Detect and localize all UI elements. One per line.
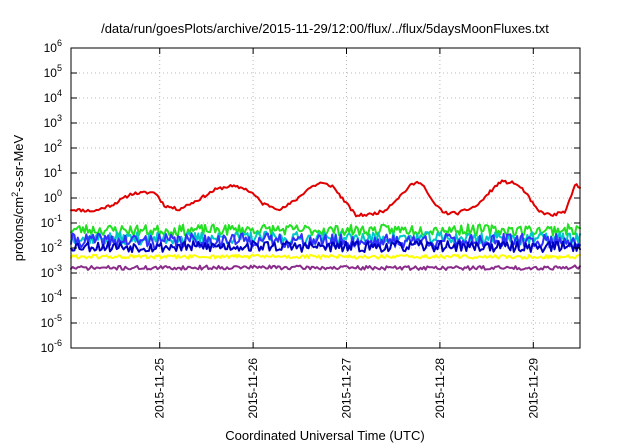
y-axis-label-base: protons/cm [11, 197, 26, 261]
y-tick-label: 10-3 [41, 263, 62, 280]
series-line [70, 239, 581, 254]
x-tick-labels: 2015-11-25 2015-11-26 2015-11-27 2015-11-28… [153, 358, 541, 419]
series-line [70, 179, 581, 218]
x-axis-label: Coordinated Universal Time (UTC) [225, 428, 424, 443]
tick-marks [71, 47, 580, 349]
y-tick-label-base: 10 [41, 316, 55, 330]
y-tick-label-base: 10 [41, 266, 55, 280]
y-tick-label-base: 10 [44, 191, 58, 205]
y-tick-labels: 10-610-510-410-310-210-11001011021031041… [41, 38, 62, 355]
y-tick-label-exp: 3 [57, 113, 62, 123]
y-axis-label-exp: 2 [10, 192, 20, 197]
series-line [70, 264, 581, 271]
y-tick-label-exp: -4 [54, 288, 62, 298]
x-tick-label: 2015-11-28 [433, 358, 447, 419]
y-tick-label: 102 [44, 138, 62, 155]
series-layer [70, 179, 581, 271]
y-axis-label: protons/cm2-s-sr-MeV [10, 134, 26, 261]
series-line [70, 253, 581, 260]
chart-title: /data/run/goesPlots/archive/2015-11-29/1… [101, 21, 549, 36]
y-axis-label-rest: -s-sr-MeV [11, 134, 26, 191]
y-tick-label-exp: 1 [57, 163, 62, 173]
y-tick-label-base: 10 [44, 166, 58, 180]
y-tick-label-exp: -2 [54, 238, 62, 248]
y-tick-label-base: 10 [44, 66, 58, 80]
y-tick-label-base: 10 [41, 341, 55, 355]
y-tick-label-exp: 6 [57, 38, 62, 48]
y-tick-label-base: 10 [41, 291, 55, 305]
y-tick-label: 10-4 [41, 288, 62, 305]
y-tick-label-base: 10 [44, 116, 58, 130]
y-tick-label-exp: 0 [57, 188, 62, 198]
y-tick-label-exp: -3 [54, 263, 62, 273]
y-tick-label-exp: -1 [54, 213, 62, 223]
y-tick-label-exp: 4 [57, 88, 62, 98]
y-tick-label: 10-2 [41, 238, 62, 255]
y-tick-label: 10-1 [41, 213, 62, 230]
x-tick-label: 2015-11-29 [526, 358, 540, 419]
x-tick-label: 2015-11-26 [246, 358, 260, 419]
y-tick-label: 106 [44, 38, 62, 55]
series-line [70, 230, 581, 246]
y-tick-label-exp: 2 [57, 138, 62, 148]
y-tick-label: 105 [44, 63, 62, 80]
y-tick-label: 100 [44, 188, 62, 205]
y-tick-label: 104 [44, 88, 62, 105]
x-tick-label: 2015-11-27 [340, 358, 354, 419]
y-tick-label-base: 10 [44, 141, 58, 155]
y-tick-label-exp: 5 [57, 63, 62, 73]
y-tick-label: 10-6 [41, 338, 62, 355]
y-tick-label-base: 10 [44, 41, 58, 55]
y-tick-label: 101 [44, 163, 62, 180]
series-line [70, 232, 581, 249]
y-tick-label-base: 10 [44, 91, 58, 105]
y-tick-label: 103 [44, 113, 62, 130]
grid-lines [71, 48, 580, 348]
x-tick-label: 2015-11-25 [153, 358, 167, 419]
y-tick-label-base: 10 [41, 216, 55, 230]
y-tick-label-exp: -5 [54, 313, 62, 323]
y-tick-label-exp: -6 [54, 338, 62, 348]
y-tick-label-base: 10 [41, 241, 55, 255]
y-tick-label: 10-5 [41, 313, 62, 330]
